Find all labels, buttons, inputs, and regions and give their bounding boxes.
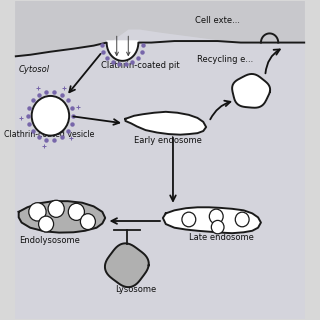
Polygon shape: [125, 112, 206, 135]
Text: Cell exte...: Cell exte...: [195, 16, 240, 25]
Text: Early endosome: Early endosome: [134, 136, 202, 145]
Text: Clathrin-coated pit: Clathrin-coated pit: [101, 61, 180, 70]
Text: Endolysosome: Endolysosome: [19, 236, 80, 245]
Circle shape: [29, 203, 46, 221]
Text: Late endosome: Late endosome: [189, 233, 254, 242]
Polygon shape: [19, 201, 105, 233]
Circle shape: [39, 216, 53, 232]
Circle shape: [235, 212, 249, 227]
Polygon shape: [107, 41, 138, 61]
Circle shape: [32, 96, 69, 136]
Text: Clathrin-coated vesicle: Clathrin-coated vesicle: [4, 130, 95, 139]
Polygon shape: [16, 29, 304, 319]
Polygon shape: [105, 243, 149, 287]
Polygon shape: [232, 74, 270, 108]
Circle shape: [68, 203, 84, 220]
Circle shape: [211, 220, 224, 234]
Circle shape: [80, 214, 95, 229]
Polygon shape: [16, 1, 304, 56]
Text: Cytosol: Cytosol: [19, 65, 50, 74]
Text: Lysosome: Lysosome: [115, 285, 156, 294]
Circle shape: [48, 200, 64, 217]
Circle shape: [182, 212, 196, 227]
Polygon shape: [163, 207, 261, 233]
Circle shape: [209, 209, 223, 224]
Text: Recycling e...: Recycling e...: [197, 55, 254, 64]
